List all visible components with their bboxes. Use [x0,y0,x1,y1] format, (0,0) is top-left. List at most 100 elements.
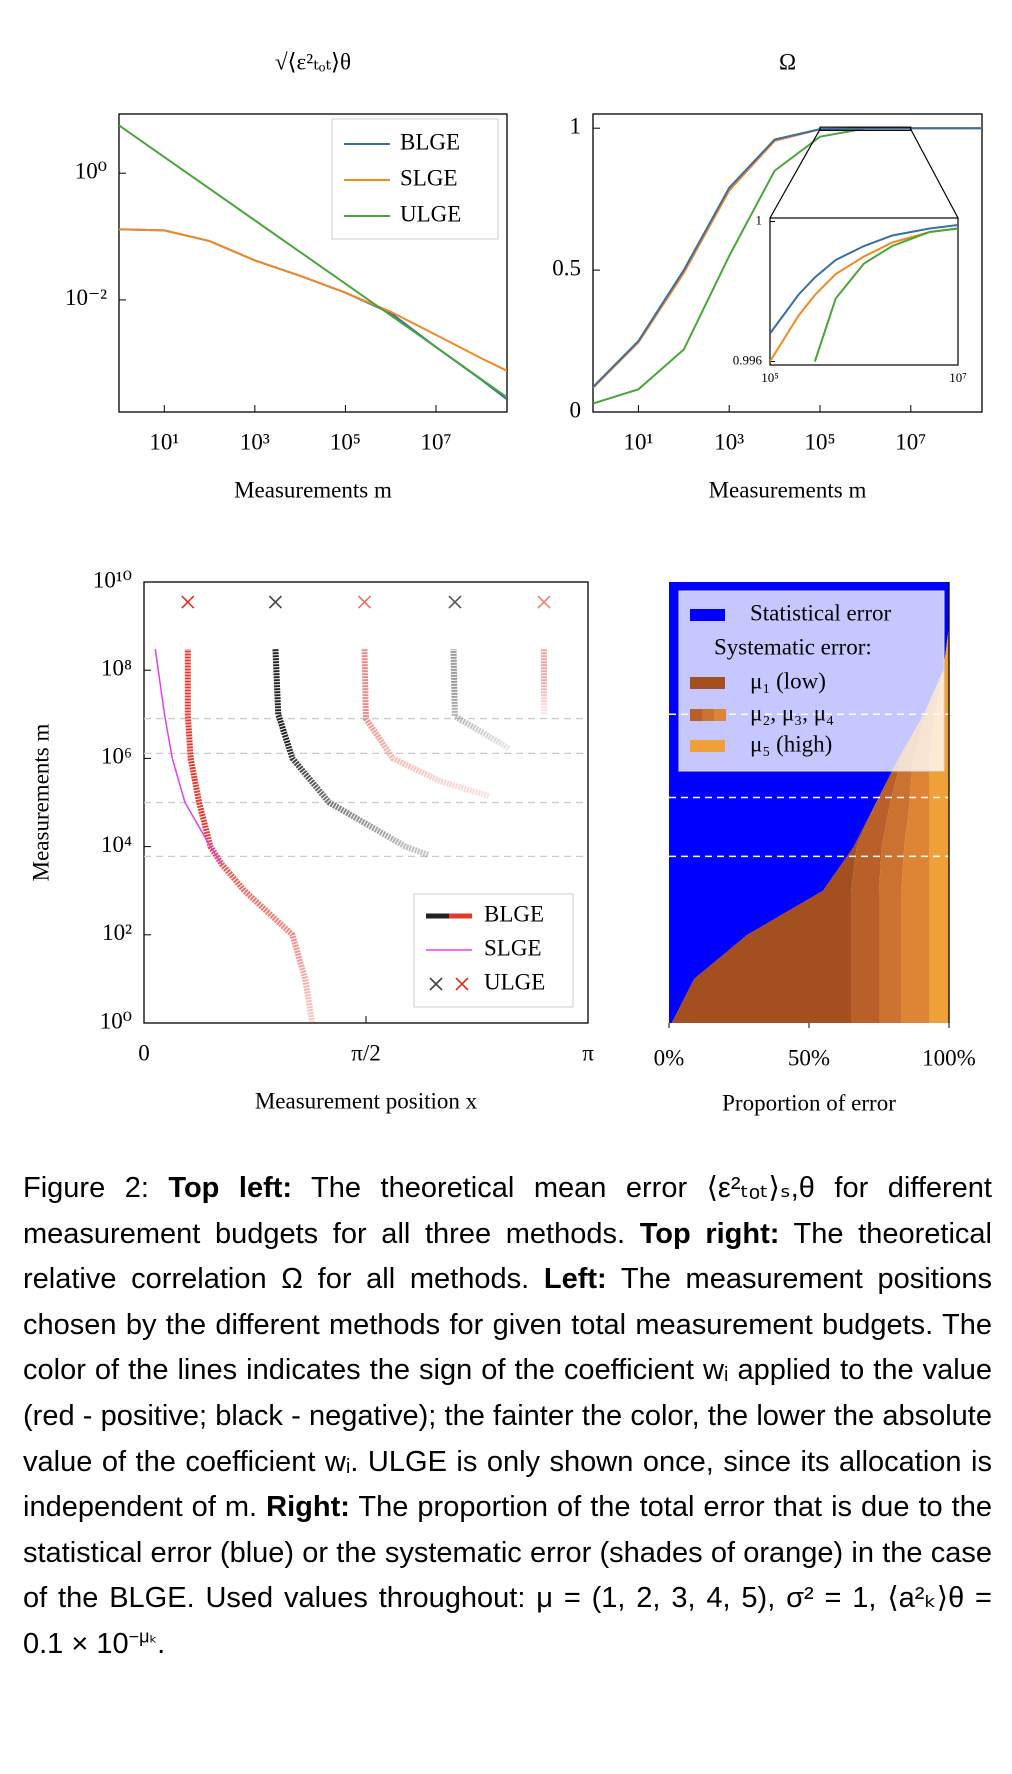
y-tick-label: 1 [570,113,582,138]
inset-line [770,224,958,335]
cross-stroke [181,595,195,609]
legend-label: μ₂, μ₃, μ₄ [750,700,834,725]
legend-label: SLGE [400,165,458,190]
caption-run: The proportion of the total error that i… [23,1491,993,1660]
legend-label: μ₅ (high) [750,731,832,756]
zoom-connector [769,129,821,219]
y-axis-label: Measurements m [28,724,53,882]
cross-stroke [537,595,551,609]
inset-y-tick-label: 1 [756,212,763,227]
legend-label: ULGE [484,969,545,994]
caption-run: The measurement positions chosen by the … [23,1263,992,1524]
x-tick-label: 10³ [714,429,744,454]
legend-label: BLGE [484,901,544,926]
x-axis-label: Measurement position x [255,1088,478,1113]
chart-title: √⟨ε²ₜₒₜ⟩θ [275,49,351,74]
x-tick-label: π/2 [351,1040,381,1065]
legend-swatch [702,709,714,721]
x-tick-label: 0% [654,1045,685,1070]
x-tick-label: 10¹ [623,429,653,454]
legend-swatch [455,977,469,991]
cross-stroke [357,595,372,609]
y-tick-label: 10² [102,920,132,945]
x-tick-label: 100% [922,1045,976,1070]
inset-x-tick-label: 10⁵ [761,370,779,385]
stacked-area [851,582,949,1023]
caption-run: Top right: [639,1217,780,1250]
y-tick-label: 10⁻² [65,285,107,310]
legend-swatch [690,709,702,721]
ulge-marker [537,595,551,609]
legend-label: SLGE [484,935,542,960]
inset-frame [769,217,959,366]
y-tick-label: 10⁸ [101,655,132,680]
x-tick-label: 0 [138,1040,150,1065]
ulge-marker [448,595,462,609]
inset-series [770,224,958,363]
inset-line [813,227,958,362]
ulge-marker [357,595,372,609]
y-tick-label: 0.5 [552,255,581,280]
series-line [593,127,982,388]
caption-run: Figure 2: [23,1172,169,1204]
caption-run: Top left: [168,1172,293,1204]
x-tick-label: 10⁷ [420,429,451,454]
x-axis-label: Measurements m [234,477,392,502]
cross-stroke [268,595,283,609]
caption-run: The theoretical mean error ⟨ε²ₜₒₜ⟩ₛ,θ fo… [23,1172,992,1250]
series-group [119,124,507,401]
cross-stroke [429,977,443,991]
blge-curve [272,649,430,858]
legend-swatch [690,740,725,752]
blge-curve [361,649,490,799]
caption: Figure 2: Top left: The theoretical mean… [23,1166,992,1668]
plot-frame [592,113,983,413]
stacked-area [671,582,949,1023]
y-tick-label: 0 [570,397,582,422]
blge-curve [184,649,316,1023]
inset-x-tick-label: 10⁷ [949,370,967,385]
caption-run: Right: [266,1491,350,1524]
cross-stroke [455,977,469,991]
x-tick-label: π [582,1040,594,1065]
cross-stroke [448,595,462,609]
x-tick-label: 10⁵ [330,429,361,454]
x-tick-label: 10¹ [149,429,179,454]
slge-curve [154,649,223,865]
inset-y-tick-label: 0.996 [733,352,763,367]
series-group [154,649,547,1023]
y-tick-label: 10⁴ [101,832,132,857]
caption-run: Left: [543,1263,607,1296]
legend-label: BLGE [400,129,460,154]
ulge-marker [181,595,195,609]
chart-title: Ω [779,49,796,74]
zoom-connector [910,129,959,219]
legend-swatch [714,709,726,721]
caption-run: . [157,1627,166,1660]
caption-run: The theoretical relative correlation Ω f… [23,1217,992,1296]
blge-curve [450,649,511,751]
caption-run: −μₖ [128,1626,158,1647]
ulge-marker [268,595,283,609]
stacked-area [879,582,949,1023]
legend-label: ULGE [400,201,461,226]
legend-label: Statistical error [750,600,891,625]
legend-swatch [429,977,443,991]
plot-frame [118,113,508,413]
legend-swatch [690,609,725,621]
series-line [119,228,507,372]
legend-title: Systematic error: [714,634,872,659]
y-tick-label: 10⁰ [75,158,107,183]
legend-swatch [690,677,725,689]
x-axis-label: Proportion of error [722,1090,896,1115]
x-tick-label: 10⁵ [804,429,835,454]
y-tick-label: 10¹⁰ [93,567,132,592]
legend-label: μ₁ (low) [750,668,826,693]
x-axis-label: Measurements m [709,477,867,502]
x-tick-label: 10⁷ [895,429,926,454]
series-group [593,127,982,405]
y-tick-label: 10⁶ [101,744,132,769]
x-tick-label: 50% [788,1045,830,1070]
series-line [119,124,507,399]
